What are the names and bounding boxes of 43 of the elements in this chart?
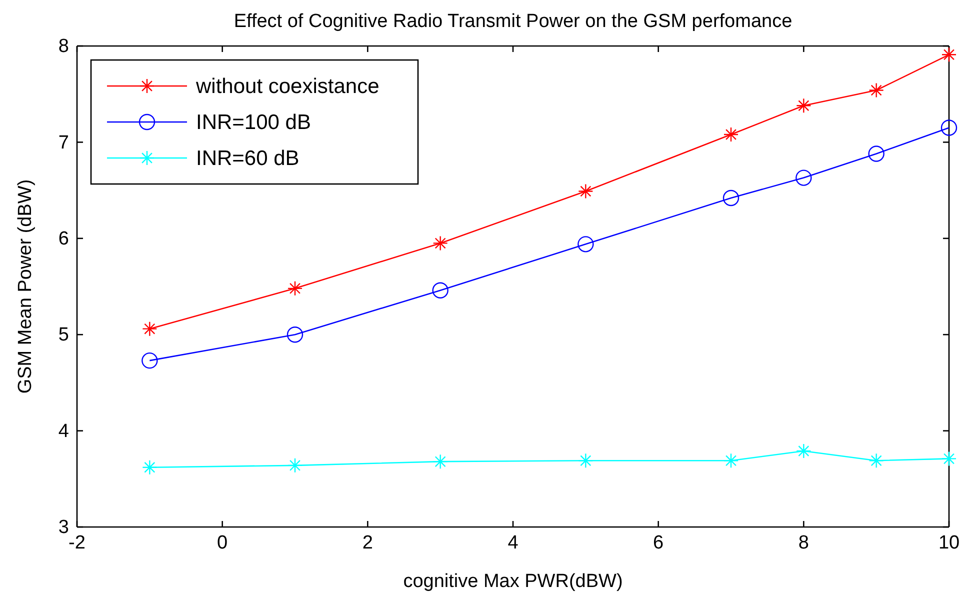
legend-label: INR=60 dB	[196, 147, 300, 170]
point	[796, 443, 812, 459]
x-tick-label: 4	[508, 532, 519, 554]
point	[578, 453, 594, 468]
y-tick-label: 5	[58, 324, 69, 346]
point	[287, 280, 303, 296]
x-tick-label: 8	[798, 532, 809, 554]
legend-label: INR=100 dB	[196, 111, 311, 134]
point	[142, 460, 158, 475]
point	[868, 453, 884, 468]
point	[941, 451, 957, 466]
y-tick-label: 7	[58, 132, 69, 154]
point	[868, 82, 884, 98]
point	[941, 47, 957, 62]
point	[796, 98, 812, 114]
y-tick-label: 4	[58, 420, 70, 442]
point	[722, 190, 740, 206]
point	[578, 184, 594, 199]
y-tick-label: 6	[58, 228, 69, 250]
x-tick-label: 0	[217, 532, 228, 554]
x-tick-label: 10	[938, 532, 960, 554]
point	[286, 326, 304, 343]
point	[142, 321, 158, 336]
point	[868, 146, 884, 162]
y-tick-label: 3	[58, 517, 69, 538]
chart-title: Effect of Cognitive Radio Transmit Power on the GSM perfomance	[234, 11, 792, 32]
x-tick-label: 2	[362, 532, 373, 554]
y-axis-title: GSM Mean Power (dBW)	[15, 179, 36, 394]
point	[432, 454, 448, 470]
point	[723, 126, 739, 142]
x-axis-title: cognitive Max PWR(dBW)	[403, 571, 623, 592]
point	[432, 236, 448, 251]
legend-label: without coexistance	[195, 75, 380, 98]
point	[287, 458, 303, 474]
point	[432, 282, 448, 298]
x-tick-label: 6	[653, 532, 664, 554]
x-tick-label: -2	[68, 532, 86, 554]
point	[142, 352, 158, 369]
point	[940, 120, 958, 136]
y-tick-label: 8	[58, 36, 69, 58]
point	[723, 453, 739, 468]
point	[796, 170, 812, 186]
point	[578, 236, 594, 252]
